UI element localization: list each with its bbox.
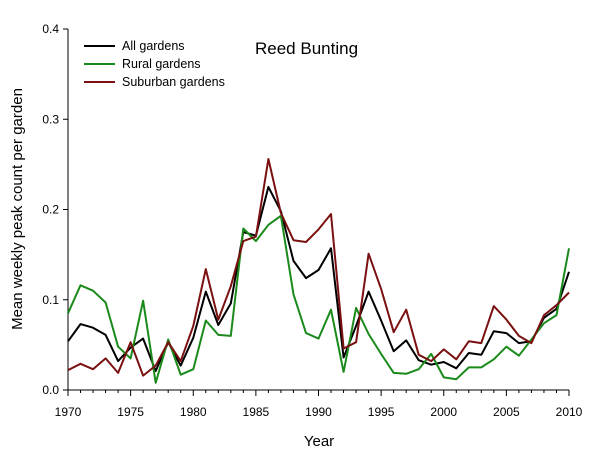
y-tick-label: 0.4 <box>42 22 59 36</box>
y-tick-label: 0.3 <box>42 112 59 126</box>
x-axis-title: Year <box>304 433 334 450</box>
legend-label-rural-gardens: Rural gardens <box>122 57 201 71</box>
x-tick-label: 1970 <box>55 405 82 419</box>
x-tick-label: 1985 <box>243 405 270 419</box>
x-tick-label: 2000 <box>430 405 457 419</box>
axes: 0.0 0.1 0.2 0.3 0.4 1970 1975 1980 1985 1990 1995 2… <box>42 22 582 419</box>
x-tick-label: 1990 <box>305 405 332 419</box>
legend: All gardens Rural gardens Suburban gardens <box>84 39 225 89</box>
series-line-rural-gardens <box>67 214 570 384</box>
chart-title: Reed Bunting <box>255 39 358 58</box>
legend-label-all-gardens: All gardens <box>122 39 185 53</box>
series-line-all-gardens <box>67 185 570 372</box>
y-tick-label: 0.1 <box>42 293 59 307</box>
x-tick-label: 1980 <box>180 405 207 419</box>
y-tick-label: 0.0 <box>42 383 59 397</box>
x-tick-label: 1995 <box>368 405 395 419</box>
x-tick-label: 2010 <box>556 405 583 419</box>
x-tick-label: 2005 <box>493 405 520 419</box>
y-axis-title: Mean weekly peak count per garden <box>9 88 26 330</box>
y-tick-label: 0.2 <box>42 203 59 217</box>
legend-label-suburban-gardens: Suburban gardens <box>122 75 225 89</box>
x-tick-label: 1975 <box>117 405 144 419</box>
series-lines <box>67 158 570 384</box>
series-line-suburban-gardens <box>67 158 570 377</box>
